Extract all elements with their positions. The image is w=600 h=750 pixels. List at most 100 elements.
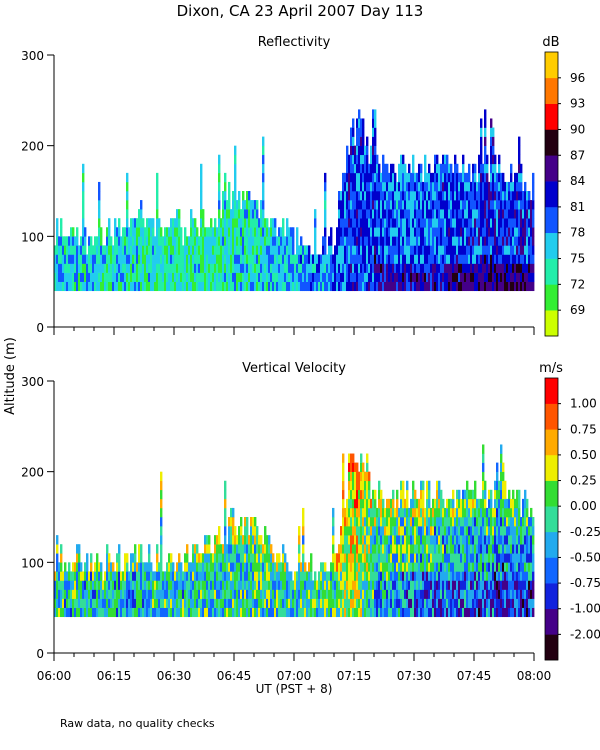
data-cell (524, 544, 527, 554)
data-cell (436, 553, 439, 563)
data-cell (252, 553, 255, 563)
data-cell (492, 181, 495, 192)
data-cell (352, 489, 355, 500)
data-cell (404, 526, 407, 536)
data-cell (120, 272, 123, 282)
data-cell (150, 236, 153, 246)
data-cell (246, 263, 249, 273)
data-cell (340, 535, 343, 545)
data-cell (106, 598, 109, 608)
data-cell (490, 544, 493, 554)
data-cell (358, 245, 361, 255)
data-cell (262, 263, 265, 273)
data-cell (398, 507, 401, 518)
data-cell (294, 281, 297, 292)
data-cell (484, 127, 487, 137)
data-cell (466, 544, 469, 554)
data-cell (480, 136, 483, 146)
data-cell (272, 598, 275, 608)
data-cell (302, 281, 305, 292)
data-cell (462, 227, 465, 237)
data-cell (348, 471, 351, 482)
data-cell (238, 571, 241, 581)
data-cell (476, 254, 479, 264)
data-cell (390, 553, 393, 563)
data-cell (482, 535, 485, 545)
data-cell (490, 580, 493, 590)
data-cell (180, 245, 183, 255)
data-cell (522, 553, 525, 563)
data-cell (510, 200, 513, 210)
data-cell (276, 607, 279, 618)
data-cell (228, 580, 231, 590)
data-cell (134, 245, 137, 255)
data-cell (352, 145, 355, 156)
data-cell (506, 607, 509, 618)
data-cell (464, 218, 467, 228)
data-cell (528, 263, 531, 273)
data-cell (484, 562, 487, 572)
data-cell (362, 535, 365, 545)
data-cell (352, 598, 355, 608)
data-cell (406, 535, 409, 545)
data-cell (84, 245, 87, 255)
data-cell (98, 191, 101, 201)
data-cell (454, 254, 457, 264)
data-cell (522, 598, 525, 608)
data-cell (424, 535, 427, 545)
data-cell (526, 281, 529, 292)
data-cell (476, 544, 479, 554)
data-cell (412, 245, 415, 255)
data-cell (514, 281, 517, 292)
data-cell (244, 535, 247, 545)
data-cell (208, 227, 211, 237)
data-cell (492, 254, 495, 264)
data-cell (158, 607, 161, 618)
data-cell (170, 580, 173, 590)
data-cell (102, 272, 105, 282)
data-cell (152, 272, 155, 282)
data-cell (514, 191, 517, 201)
data-cell (512, 571, 515, 581)
data-cell (350, 562, 353, 572)
data-cell (338, 598, 341, 608)
data-cell (234, 281, 237, 292)
data-cell (482, 489, 485, 500)
data-cell (236, 245, 239, 255)
data-cell (440, 209, 443, 219)
data-cell (204, 580, 207, 590)
data-cell (490, 263, 493, 273)
data-cell (498, 598, 501, 608)
data-cell (428, 172, 431, 183)
data-cell (504, 517, 507, 527)
data-cell (366, 200, 369, 210)
data-cell (444, 209, 447, 219)
data-cell (156, 571, 159, 581)
data-cell (484, 598, 487, 608)
data-cell (152, 598, 155, 608)
data-cell (520, 218, 523, 228)
data-cell (410, 263, 413, 273)
data-cell (432, 227, 435, 237)
data-cell (246, 535, 249, 545)
data-cell (462, 535, 465, 545)
data-cell (94, 281, 97, 292)
data-cell (426, 218, 429, 228)
data-cell (346, 172, 349, 183)
data-cell (400, 218, 403, 228)
data-cell (464, 526, 467, 536)
data-cell (384, 607, 387, 618)
data-cell (194, 544, 197, 554)
data-cell (174, 236, 177, 246)
data-cell (456, 507, 459, 518)
data-cell (124, 571, 127, 581)
data-cell (252, 272, 255, 282)
data-cell (520, 181, 523, 192)
data-cell (442, 209, 445, 219)
data-cell (184, 245, 187, 255)
data-cell (512, 218, 515, 228)
data-cell (402, 517, 405, 527)
data-cell (216, 236, 219, 246)
data-cell (392, 227, 395, 237)
data-cell (298, 281, 301, 292)
